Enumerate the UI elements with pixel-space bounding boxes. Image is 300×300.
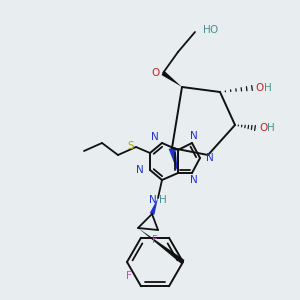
Text: O: O [259,123,267,133]
Polygon shape [169,147,178,173]
Text: N: N [136,165,144,175]
Text: N: N [206,153,214,163]
Text: H: H [203,25,211,35]
Text: N: N [149,195,157,205]
Text: O: O [210,25,218,35]
Text: F: F [126,271,132,281]
Text: H: H [264,83,272,93]
Text: N: N [151,132,159,142]
Text: N: N [190,131,198,141]
Polygon shape [150,198,158,215]
Text: H: H [267,123,275,133]
Polygon shape [161,71,182,87]
Text: H: H [159,195,167,205]
Text: F: F [152,235,158,245]
Text: S: S [128,141,134,151]
Text: O: O [151,68,159,78]
Text: N: N [190,175,198,185]
Text: O: O [256,83,264,93]
Polygon shape [138,228,184,264]
